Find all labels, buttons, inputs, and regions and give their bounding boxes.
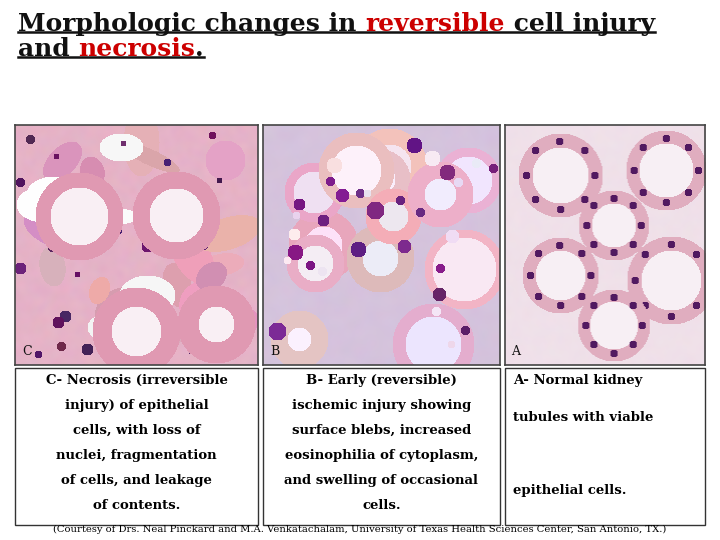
Text: B: B [270,345,279,358]
Text: of cells, and leakage: of cells, and leakage [61,474,212,487]
Text: reversible: reversible [365,12,505,36]
Text: tubules with viable: tubules with viable [513,410,653,423]
Text: C- Necrosis (irreversible: C- Necrosis (irreversible [45,374,228,387]
Text: of contents.: of contents. [93,498,180,511]
Text: eosinophilia of cytoplasm,: eosinophilia of cytoplasm, [285,449,478,462]
Bar [15,368,258,525]
Text: A- Normal kidney: A- Normal kidney [513,374,642,387]
Text: and: and [18,37,78,61]
Text: necrosis: necrosis [78,37,195,61]
Text: C: C [22,345,32,358]
Text: and swelling of occasional: and swelling of occasional [284,474,479,487]
Text: cell injury: cell injury [505,12,654,36]
Text: nuclei, fragmentation: nuclei, fragmentation [56,449,217,462]
Text: cells, with loss of: cells, with loss of [73,424,200,437]
Text: .: . [195,37,204,61]
Text: (Courtesy of Drs. Neal Pinckard and M.A. Venkatachalam, University of Texas Heal: (Courtesy of Drs. Neal Pinckard and M.A.… [53,525,667,534]
Bar [263,368,500,525]
Text: cells.: cells. [362,498,401,511]
Text: A: A [511,345,520,358]
Text: epithelial cells.: epithelial cells. [513,483,626,497]
Text: B- Early (reversible): B- Early (reversible) [306,374,457,387]
Text: Morphologic changes in: Morphologic changes in [18,12,365,36]
Text: surface blebs, increased: surface blebs, increased [292,424,471,437]
Bar [505,368,705,525]
Text: ischemic injury showing: ischemic injury showing [292,399,471,412]
Text: injury) of epithelial: injury) of epithelial [65,399,208,412]
